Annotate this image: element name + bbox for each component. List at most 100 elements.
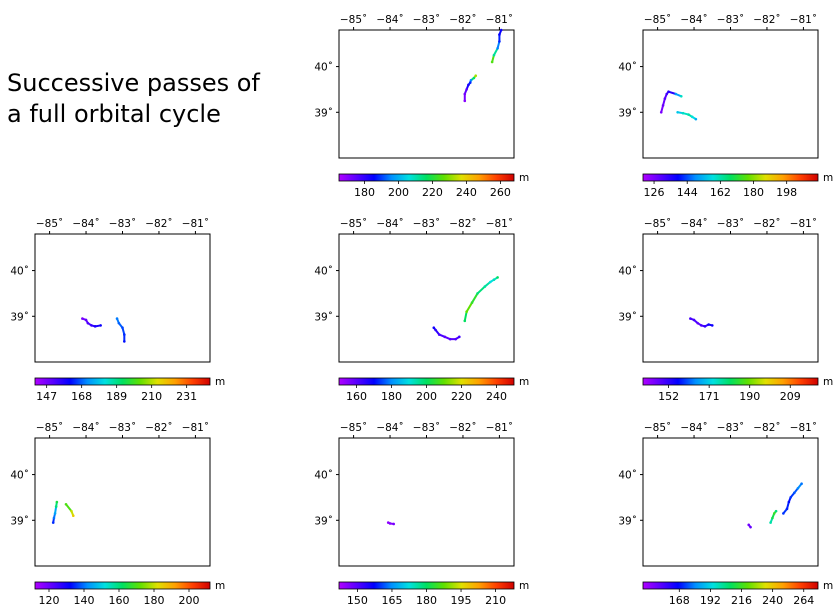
lon-tick-label: −83˚ bbox=[413, 218, 440, 230]
lon-tick-label: −84˚ bbox=[376, 14, 403, 26]
track-point bbox=[463, 319, 467, 323]
track-point bbox=[796, 486, 800, 490]
track-point bbox=[681, 111, 685, 115]
lon-tick-label: −81˚ bbox=[182, 218, 209, 230]
lon-tick-label: −83˚ bbox=[109, 422, 136, 434]
colorbar-tick-label: 260 bbox=[490, 186, 511, 199]
colorbar-tick-label: 240 bbox=[762, 594, 783, 607]
map-panel-8: −85˚ −84˚ −83˚ −82˚ −81˚ 40˚ 39˚ m 168 192 216 240 2… bbox=[618, 422, 833, 607]
track-point bbox=[52, 516, 56, 520]
colorbar-tick-label: 168 bbox=[71, 390, 92, 403]
colorbar bbox=[34, 377, 211, 386]
track-point bbox=[676, 110, 679, 114]
colorbar-tick-label: 180 bbox=[144, 594, 165, 607]
map-panel-3: −85˚ −84˚ −83˚ −82˚ −81˚ 40˚ 39˚ m 147 168 189 210 2… bbox=[10, 218, 225, 403]
lon-tick-label: −83˚ bbox=[717, 14, 744, 26]
lon-tick-label: −85˚ bbox=[340, 422, 367, 434]
colorbar-tick-label: 180 bbox=[416, 594, 437, 607]
track-point bbox=[785, 507, 789, 511]
track-point bbox=[437, 333, 441, 336]
colorbar-tick-label: 162 bbox=[710, 186, 731, 199]
lat-tick-label: 40˚ bbox=[314, 62, 333, 74]
lat-tick-label: 40˚ bbox=[10, 470, 29, 482]
track-point bbox=[99, 324, 102, 327]
lon-tick-label: −81˚ bbox=[182, 422, 209, 434]
colorbar-tick-label: 198 bbox=[776, 186, 797, 199]
colorbar-tick-label: 180 bbox=[354, 186, 375, 199]
colorbar bbox=[642, 581, 819, 590]
track-point bbox=[800, 482, 803, 486]
colorbar bbox=[642, 173, 819, 182]
colorbar-tick-label: 209 bbox=[780, 390, 801, 403]
colorbar bbox=[34, 581, 211, 590]
lat-tick-label: 39˚ bbox=[314, 107, 333, 119]
lon-tick-label: −84˚ bbox=[72, 422, 99, 434]
track-point bbox=[121, 326, 124, 330]
colorbar-unit: m bbox=[215, 580, 225, 592]
track-point bbox=[86, 321, 90, 325]
track-point bbox=[498, 40, 501, 43]
colorbar-tick-label: 180 bbox=[381, 390, 402, 403]
track-segment bbox=[476, 285, 486, 295]
map-panel-2: −85˚ −84˚ −83˚ −82˚ −81˚ 40˚ 39˚ m 126 144 162 180 1… bbox=[618, 14, 833, 199]
track-point bbox=[492, 53, 496, 57]
track-point bbox=[90, 324, 93, 327]
track-point bbox=[55, 500, 59, 504]
track-point bbox=[392, 522, 395, 526]
track-point bbox=[696, 321, 699, 325]
track-point bbox=[492, 278, 496, 282]
track-point bbox=[465, 88, 468, 91]
lat-tick-label: 40˚ bbox=[618, 266, 637, 278]
track-point bbox=[123, 333, 126, 336]
track-point bbox=[434, 328, 437, 332]
colorbar-tick-label: 160 bbox=[109, 594, 130, 607]
colorbar-tick-label: 171 bbox=[699, 390, 720, 403]
lat-tick-label: 39˚ bbox=[10, 515, 29, 527]
lon-tick-label: −85˚ bbox=[644, 14, 671, 26]
track-point bbox=[687, 113, 690, 116]
lon-tick-label: −84˚ bbox=[376, 218, 403, 230]
track-point bbox=[496, 46, 499, 50]
track-point bbox=[443, 335, 447, 339]
colorbar-tick-label: 140 bbox=[74, 594, 95, 607]
track-point bbox=[700, 324, 703, 327]
lon-tick-label: −83˚ bbox=[717, 218, 744, 230]
lat-tick-label: 39˚ bbox=[314, 515, 333, 527]
track-point bbox=[463, 99, 467, 103]
lon-tick-label: −82˚ bbox=[145, 218, 172, 230]
lon-tick-label: −83˚ bbox=[413, 422, 440, 434]
lat-tick-label: 39˚ bbox=[618, 515, 637, 527]
map-frame bbox=[34, 437, 211, 567]
track-point bbox=[667, 90, 670, 94]
track-point bbox=[54, 505, 58, 508]
lon-tick-label: −84˚ bbox=[72, 218, 99, 230]
track-point bbox=[771, 516, 774, 520]
colorbar-tick-label: 152 bbox=[658, 390, 679, 403]
map-panel-6: −85˚ −84˚ −83˚ −82˚ −81˚ 40˚ 39˚ m 120 140 160 180 2… bbox=[10, 422, 225, 607]
colorbar bbox=[338, 377, 515, 386]
track-point bbox=[468, 81, 472, 84]
colorbar-unit: m bbox=[519, 172, 529, 184]
track-point bbox=[463, 92, 467, 96]
colorbar-tick-label: 240 bbox=[456, 186, 477, 199]
colorbar-tick-label: 168 bbox=[669, 594, 690, 607]
lat-tick-label: 40˚ bbox=[314, 266, 333, 278]
track-segment bbox=[465, 301, 474, 313]
lat-tick-label: 39˚ bbox=[10, 311, 29, 323]
track-point bbox=[93, 325, 97, 328]
track-point bbox=[789, 496, 792, 499]
track-point bbox=[458, 335, 461, 339]
map-panel-5: −85˚ −84˚ −83˚ −82˚ −81˚ 40˚ 39˚ m 152 171 190 209 bbox=[618, 218, 833, 403]
colorbar-tick-label: 210 bbox=[141, 390, 162, 403]
track-point bbox=[659, 110, 663, 114]
lon-tick-label: −84˚ bbox=[376, 422, 403, 434]
track-point bbox=[483, 285, 487, 288]
colorbar-tick-label: 190 bbox=[739, 390, 760, 403]
map-panel-1: −85˚ −84˚ −83˚ −82˚ −81˚ 40˚ 39˚ m 180 200 220 240 2… bbox=[314, 14, 529, 199]
colorbar-tick-label: 180 bbox=[743, 186, 764, 199]
track-point bbox=[774, 509, 778, 513]
track-point bbox=[115, 317, 119, 320]
lon-tick-label: −82˚ bbox=[449, 218, 476, 230]
colorbar-tick-label: 240 bbox=[486, 390, 507, 403]
track-point bbox=[432, 326, 436, 330]
